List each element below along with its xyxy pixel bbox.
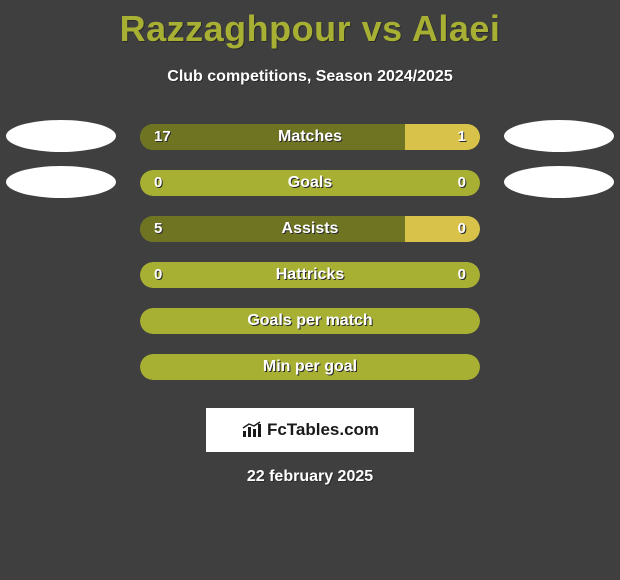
bar-track [140, 170, 480, 196]
watermark: FcTables.com [206, 408, 414, 452]
stat-value-left: 5 [154, 216, 162, 242]
bar-right-fill [405, 124, 480, 150]
player-right-avatar [504, 166, 614, 198]
comparison-title: Razzaghpour vs Alaei [0, 0, 620, 50]
stat-row: 171Matches [0, 124, 620, 170]
player-left-avatar [6, 120, 116, 152]
stat-bar [140, 216, 480, 242]
bar-track [140, 262, 480, 288]
stat-bar [140, 308, 480, 334]
stat-row: 50Assists [0, 216, 620, 262]
comparison-subtitle: Club competitions, Season 2024/2025 [0, 68, 620, 86]
stat-bar [140, 170, 480, 196]
stat-row: Goals per match [0, 308, 620, 354]
chart-icon [241, 421, 263, 439]
stat-bar [140, 124, 480, 150]
bar-track [140, 308, 480, 334]
stats-container: 171Matches00Goals50Assists00HattricksGoa… [0, 124, 620, 400]
bar-left-fill [140, 216, 405, 242]
stat-value-right: 1 [458, 124, 466, 150]
player-right-avatar [504, 120, 614, 152]
bar-right-fill [405, 216, 480, 242]
comparison-date: 22 february 2025 [0, 468, 620, 486]
watermark-text: FcTables.com [267, 420, 379, 440]
stat-value-left: 17 [154, 124, 171, 150]
stat-bar [140, 354, 480, 380]
stat-row: 00Hattricks [0, 262, 620, 308]
bar-left-fill [140, 124, 405, 150]
player-left-avatar [6, 166, 116, 198]
stat-value-left: 0 [154, 170, 162, 196]
stat-row: 00Goals [0, 170, 620, 216]
stat-value-right: 0 [458, 216, 466, 242]
stat-bar [140, 262, 480, 288]
bar-track [140, 354, 480, 380]
stat-value-right: 0 [458, 170, 466, 196]
stat-value-right: 0 [458, 262, 466, 288]
stat-value-left: 0 [154, 262, 162, 288]
stat-row: Min per goal [0, 354, 620, 400]
